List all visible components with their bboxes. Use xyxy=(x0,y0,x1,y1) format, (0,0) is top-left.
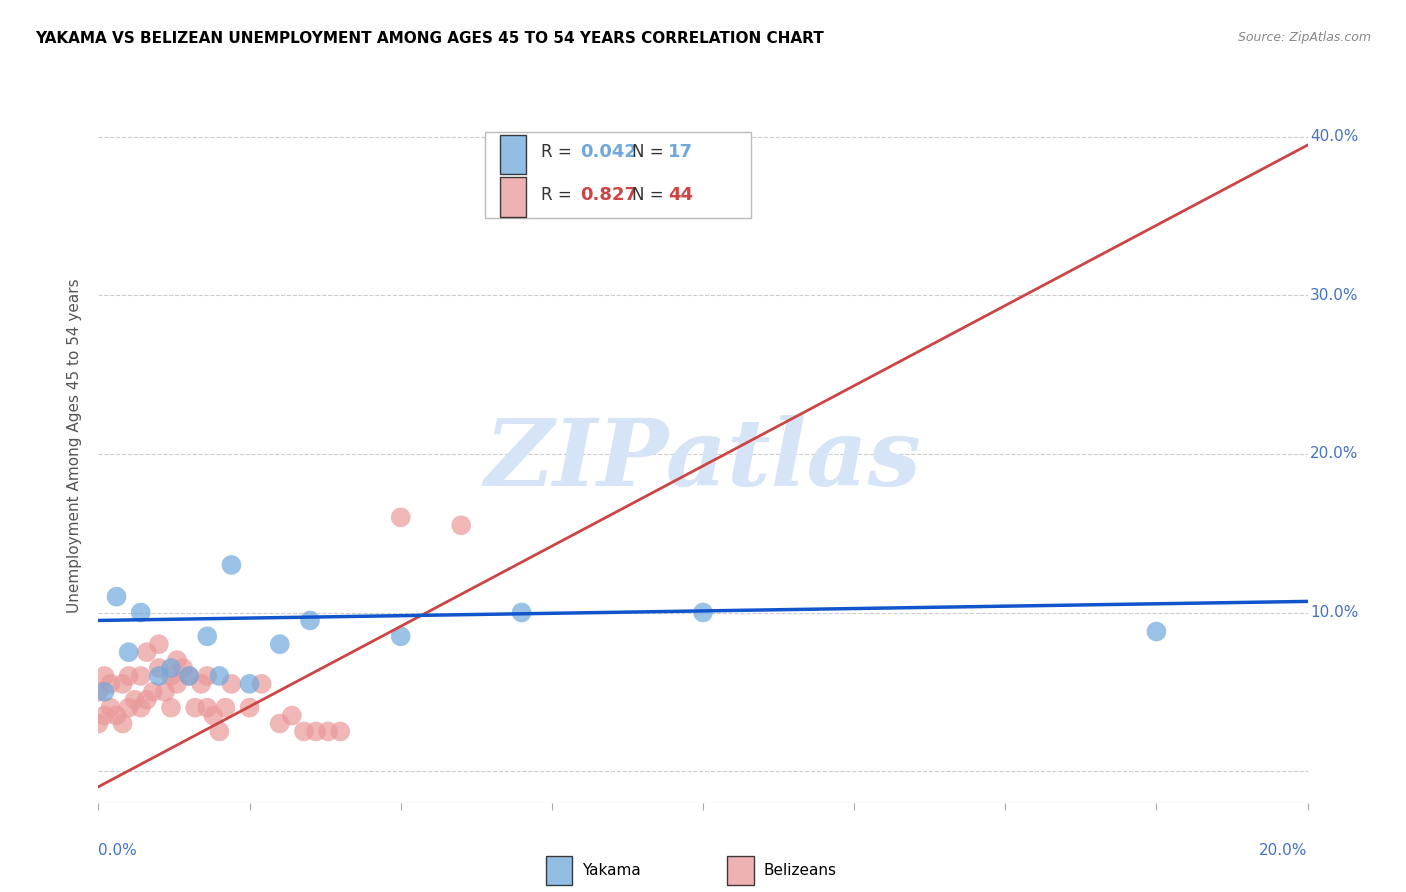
Point xyxy=(160,669,183,683)
Point xyxy=(281,708,304,723)
Text: 30.0%: 30.0% xyxy=(1310,288,1358,303)
Y-axis label: Unemployment Among Ages 45 to 54 years: Unemployment Among Ages 45 to 54 years xyxy=(67,278,83,614)
Text: ZIPatlas: ZIPatlas xyxy=(485,416,921,505)
Point xyxy=(239,677,262,691)
Point xyxy=(195,700,218,714)
Text: 44: 44 xyxy=(668,186,693,204)
Point xyxy=(160,700,183,714)
Point xyxy=(239,700,262,714)
Text: 0.042: 0.042 xyxy=(579,144,637,161)
Text: R =: R = xyxy=(541,186,576,204)
FancyBboxPatch shape xyxy=(727,856,754,885)
Point xyxy=(184,700,207,714)
Text: 17: 17 xyxy=(668,144,693,161)
Point xyxy=(202,708,225,723)
Text: 20.0%: 20.0% xyxy=(1310,446,1358,461)
Point xyxy=(105,590,128,604)
Text: 10.0%: 10.0% xyxy=(1310,605,1358,620)
Point xyxy=(160,661,183,675)
Point xyxy=(195,669,218,683)
Text: Belizeans: Belizeans xyxy=(763,863,837,878)
Point xyxy=(118,669,141,683)
Text: 0.0%: 0.0% xyxy=(98,843,138,858)
Point xyxy=(93,685,115,699)
Point xyxy=(148,661,170,675)
Point xyxy=(135,645,157,659)
Point xyxy=(214,700,236,714)
Point xyxy=(100,700,122,714)
Point xyxy=(166,653,188,667)
Point xyxy=(148,637,170,651)
Point xyxy=(100,677,122,691)
Text: 40.0%: 40.0% xyxy=(1310,129,1358,145)
Text: Yakama: Yakama xyxy=(582,863,641,878)
Point xyxy=(292,724,315,739)
Point xyxy=(221,677,243,691)
Point xyxy=(299,614,322,628)
Point xyxy=(177,669,201,683)
FancyBboxPatch shape xyxy=(485,132,751,218)
Point xyxy=(129,606,152,620)
Point xyxy=(118,645,141,659)
Point xyxy=(166,677,188,691)
Point xyxy=(389,510,412,524)
Text: YAKAMA VS BELIZEAN UNEMPLOYMENT AMONG AGES 45 TO 54 YEARS CORRELATION CHART: YAKAMA VS BELIZEAN UNEMPLOYMENT AMONG AG… xyxy=(35,31,824,46)
Point xyxy=(129,700,152,714)
Text: 20.0%: 20.0% xyxy=(1260,843,1308,858)
Point xyxy=(450,518,472,533)
Point xyxy=(221,558,243,572)
Text: N =: N = xyxy=(631,186,668,204)
Point xyxy=(93,708,115,723)
Point xyxy=(316,724,339,739)
Text: R =: R = xyxy=(541,144,576,161)
FancyBboxPatch shape xyxy=(501,178,526,217)
Point xyxy=(1144,624,1167,639)
Point xyxy=(111,677,134,691)
Point xyxy=(87,685,110,699)
Point xyxy=(389,629,412,643)
Point xyxy=(105,708,128,723)
Point xyxy=(329,724,352,739)
Point xyxy=(111,716,134,731)
Point xyxy=(129,669,152,683)
Point xyxy=(305,724,328,739)
Text: N =: N = xyxy=(631,144,668,161)
FancyBboxPatch shape xyxy=(546,856,572,885)
Point xyxy=(118,700,141,714)
Point xyxy=(269,716,291,731)
Point xyxy=(172,661,194,675)
Point xyxy=(142,685,165,699)
FancyBboxPatch shape xyxy=(501,135,526,174)
Point xyxy=(87,716,110,731)
Point xyxy=(510,606,533,620)
Point xyxy=(269,637,291,651)
Point xyxy=(153,685,176,699)
Point xyxy=(190,677,212,691)
Point xyxy=(135,692,157,706)
Text: Source: ZipAtlas.com: Source: ZipAtlas.com xyxy=(1237,31,1371,45)
Point xyxy=(195,629,218,643)
Point xyxy=(250,677,273,691)
Point xyxy=(692,606,714,620)
Point xyxy=(93,669,115,683)
Point xyxy=(177,669,201,683)
Point xyxy=(208,724,231,739)
Point xyxy=(208,669,231,683)
Point xyxy=(124,692,146,706)
Text: 0.827: 0.827 xyxy=(579,186,637,204)
Point xyxy=(148,669,170,683)
